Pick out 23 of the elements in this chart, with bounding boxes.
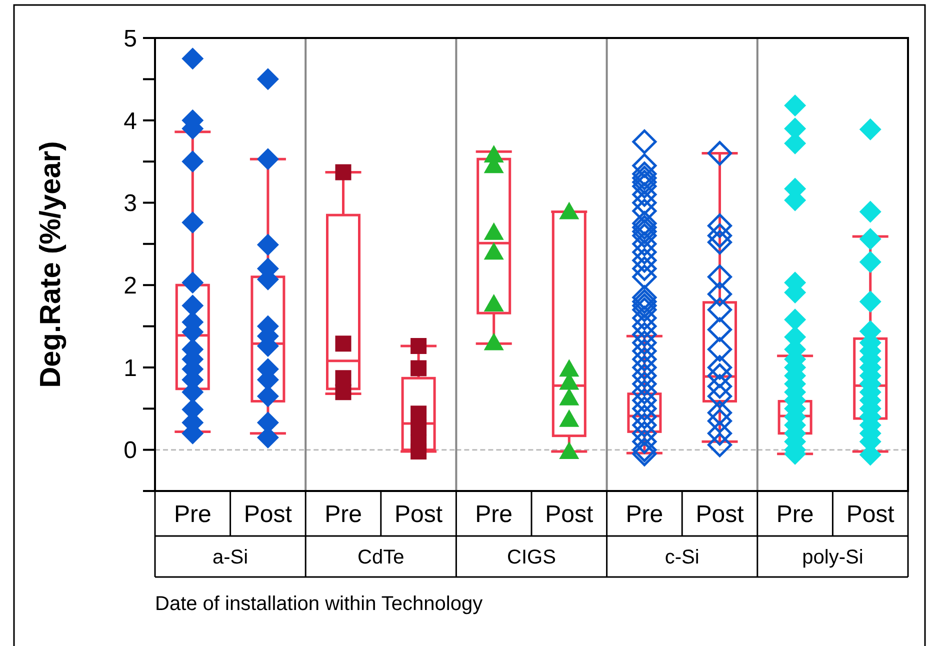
x-tick-label: Post <box>846 500 895 528</box>
y-tick-label: 1 <box>124 354 137 382</box>
y-tick-label: 5 <box>124 25 137 52</box>
y-tick-label: 0 <box>124 437 137 464</box>
x-axis-title: CIGS <box>507 546 556 568</box>
x-tick-label: Post <box>244 500 292 528</box>
y-axis-title: Deg.Rate (%/year) <box>35 141 67 388</box>
x-tick-label: Pre <box>174 500 212 528</box>
x-tick-label: Pre <box>776 500 814 528</box>
x-tick-label: Post <box>394 500 443 528</box>
y-tick-label: 2 <box>124 272 137 300</box>
x-tick-label: Pre <box>324 500 362 528</box>
x-tick-label: Pre <box>626 500 664 528</box>
x-axis-title: poly-Si <box>802 546 864 568</box>
text: Date of installation within Technology <box>155 593 483 615</box>
x-tick-label: Pre <box>475 500 513 528</box>
y-tick-label: 4 <box>124 108 137 135</box>
x-tick-label: Post <box>545 500 594 528</box>
x-axis-title: c-Si <box>664 546 700 568</box>
y-tick-label: 3 <box>124 190 137 218</box>
x-tick-label: Post <box>696 500 744 528</box>
x-axis-title: a-Si <box>212 546 248 568</box>
x-axis-title: CdTe <box>358 546 404 568</box>
